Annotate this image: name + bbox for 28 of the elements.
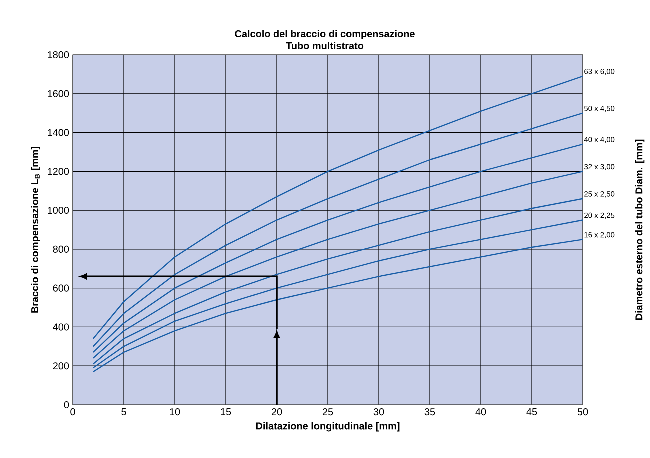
chart-subtitle: Tubo multistrato — [286, 42, 364, 50]
y-axis-title: Braccio di compensazione L$_{B}$ [mm] — [31, 146, 40, 313]
y-tick-label: 800 — [53, 246, 70, 253]
line-series — [92, 76, 584, 340]
y-tick-label: 1000 — [48, 207, 70, 214]
x-tick-label: 20 — [272, 408, 282, 416]
y-tick-label: 1200 — [48, 168, 70, 176]
y2-axis-title: Diametro esterno del tubo Diam. [mm] — [635, 140, 645, 320]
y-tick-label: 400 — [53, 324, 70, 331]
y-tick-label: 1400 — [48, 129, 70, 136]
chart-title: Calcolo del braccio di compensazione — [235, 30, 415, 40]
y-tick-label: 0 — [64, 401, 70, 409]
x-axis-title: Dilatazione longitudinale [mm] — [256, 422, 400, 432]
x-tick-label: 50 — [578, 408, 588, 416]
x-tick-label: 10 — [170, 408, 180, 416]
x-tick-label: 45 — [526, 408, 538, 416]
x-tick-label: 40 — [476, 408, 486, 416]
x-tick-label: 25 — [322, 408, 334, 416]
x-tick-label: 15 — [221, 408, 232, 416]
line-series — [92, 171, 584, 359]
x-tick-label: 5 — [122, 408, 126, 416]
x-tick-label: 30 — [374, 408, 384, 416]
y-tick-label: 1600 — [48, 90, 70, 98]
y-tick-label: 600 — [53, 284, 70, 292]
x-tick-label: 35 — [424, 408, 436, 416]
y-tick-label: 1800 — [48, 51, 70, 59]
x-tick-label: 0 — [70, 408, 76, 416]
y-tick-label: 200 — [53, 362, 70, 370]
